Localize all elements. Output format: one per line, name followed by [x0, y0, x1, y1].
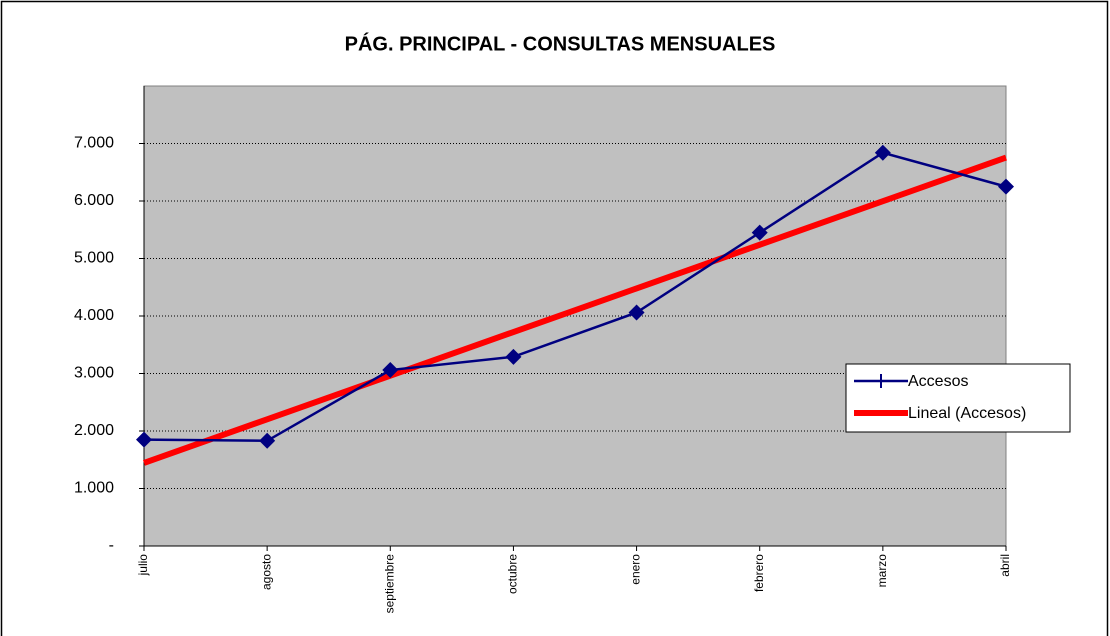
x-tick-label: marzo	[875, 554, 889, 588]
y-tick-label: 7.000	[74, 135, 114, 152]
x-tick-label: julio	[136, 554, 150, 577]
x-tick-label: octubre	[506, 554, 520, 594]
legend-label: Lineal (Accesos)	[908, 405, 1026, 422]
trend-line	[142, 154, 1008, 466]
x-tick-label: septiembre	[382, 554, 396, 614]
data-marker	[998, 178, 1014, 195]
data-marker	[505, 348, 522, 365]
data-marker	[136, 431, 152, 448]
chart-title: PÁG. PRINCIPAL - CONSULTAS MENSUALES	[345, 32, 776, 55]
data-marker	[259, 432, 276, 449]
data-marker	[382, 362, 399, 379]
y-tick-label: 4.000	[74, 307, 114, 324]
y-tick-label: 6.000	[74, 192, 114, 209]
x-tick-label: febrero	[752, 554, 766, 592]
plot-area	[143, 85, 1007, 547]
x-tick-label: agosto	[259, 554, 273, 590]
x-tick-label: enero	[629, 554, 643, 585]
y-tick-label: -	[109, 537, 114, 554]
legend-label: Accesos	[908, 373, 968, 390]
y-tick-label: 5.000	[74, 250, 114, 267]
x-tick-label: abril	[998, 554, 1012, 577]
data-marker	[628, 304, 645, 321]
y-tick-label: 3.000	[74, 365, 114, 382]
data-marker	[874, 144, 891, 161]
y-tick-label: 1.000	[74, 480, 114, 497]
data-line	[143, 151, 1007, 443]
data-marker	[751, 224, 768, 241]
y-tick-label: 2.000	[74, 422, 114, 439]
legend	[845, 363, 1071, 433]
